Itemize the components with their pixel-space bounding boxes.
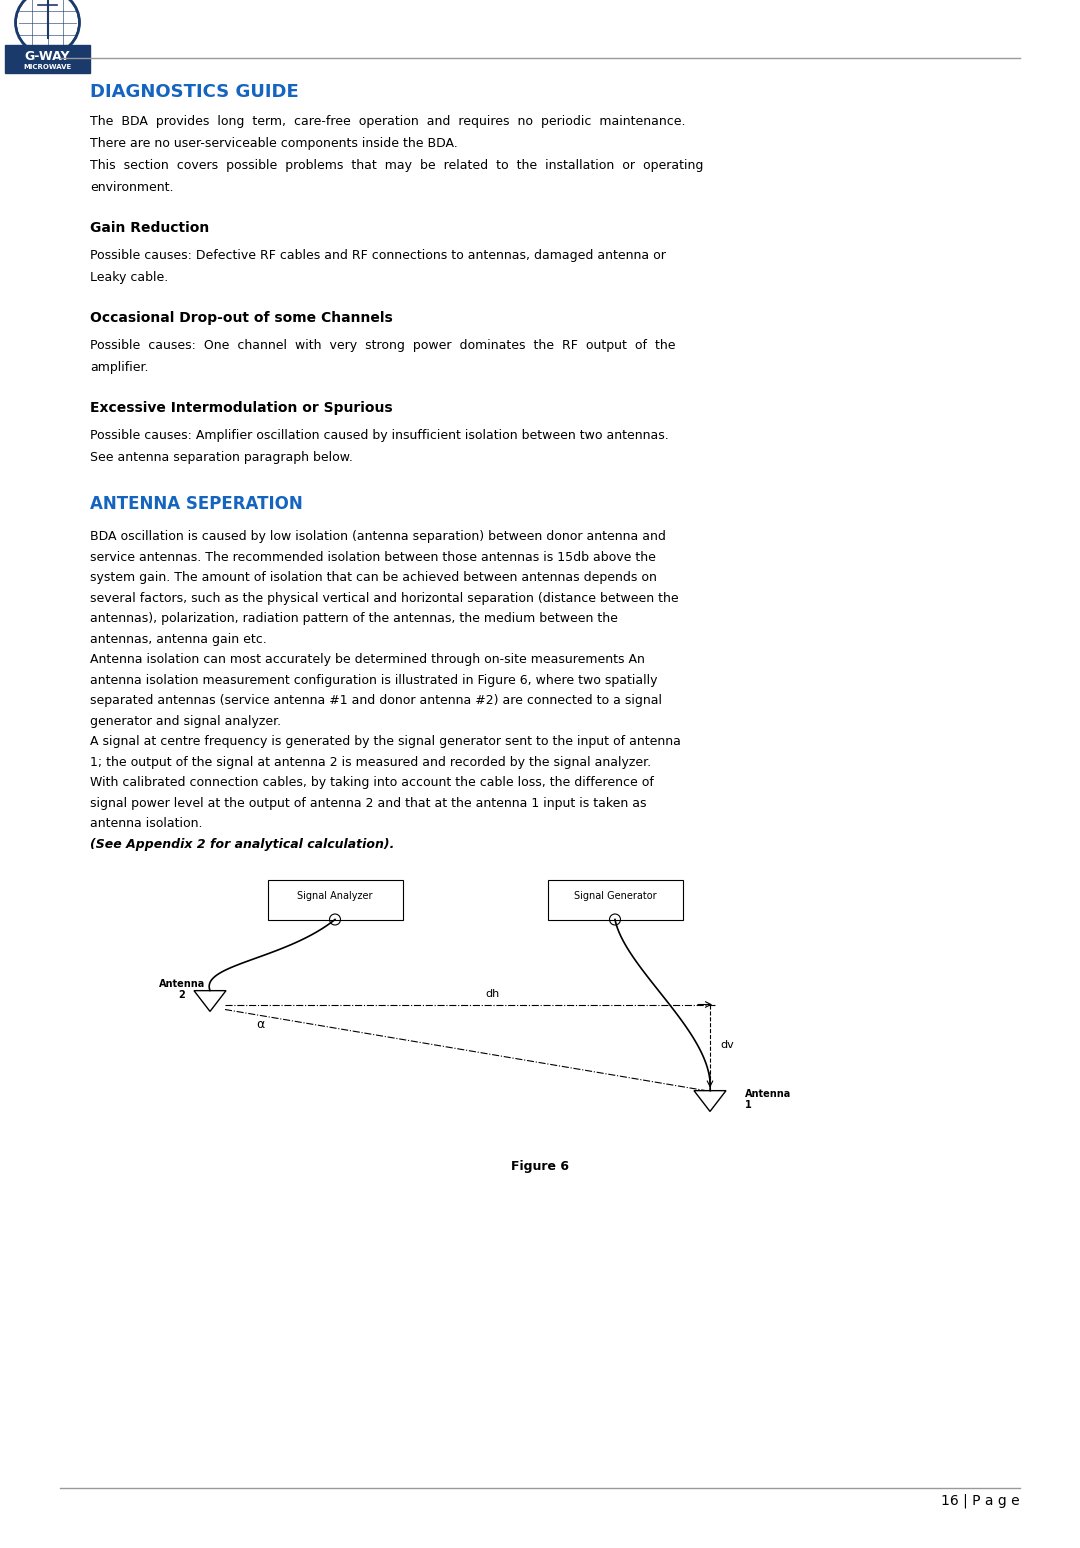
Circle shape [15, 0, 80, 54]
Text: Antenna
1: Antenna 1 [745, 1088, 792, 1110]
Text: generator and signal analyzer.: generator and signal analyzer. [90, 715, 281, 728]
Text: 16 | P a g e: 16 | P a g e [942, 1492, 1020, 1508]
Text: With calibrated connection cables, by taking into account the cable loss, the di: With calibrated connection cables, by ta… [90, 776, 653, 789]
Text: Gain Reduction: Gain Reduction [90, 221, 210, 235]
Text: DIAGNOSTICS GUIDE: DIAGNOSTICS GUIDE [90, 84, 299, 101]
Text: α: α [256, 1019, 265, 1031]
Text: A signal at centre frequency is generated by the signal generator sent to the in: A signal at centre frequency is generate… [90, 735, 680, 748]
Text: (See Appendix 2 for analytical calculation).: (See Appendix 2 for analytical calculati… [90, 837, 394, 850]
Text: Possible causes: Defective RF cables and RF connections to antennas, damaged ant: Possible causes: Defective RF cables and… [90, 249, 666, 262]
Text: separated antennas (service antenna #1 and donor antenna #2) are connected to a : separated antennas (service antenna #1 a… [90, 694, 662, 707]
Text: dh: dh [485, 989, 500, 998]
Text: G-WAY: G-WAY [25, 50, 70, 62]
Text: MICROWAVE: MICROWAVE [24, 63, 71, 70]
Text: Signal Generator: Signal Generator [573, 890, 657, 901]
Text: dv: dv [720, 1040, 733, 1050]
Text: antenna isolation.: antenna isolation. [90, 817, 203, 830]
Text: signal power level at the output of antenna 2 and that at the antenna 1 input is: signal power level at the output of ante… [90, 797, 647, 810]
Text: The  BDA  provides  long  term,  care-free  operation  and  requires  no  period: The BDA provides long term, care-free op… [90, 115, 686, 128]
Text: Possible causes: Amplifier oscillation caused by insufficient isolation between : Possible causes: Amplifier oscillation c… [90, 429, 669, 443]
Text: ANTENNA SEPERATION: ANTENNA SEPERATION [90, 495, 302, 512]
FancyBboxPatch shape [268, 879, 403, 920]
Text: Signal Analyzer: Signal Analyzer [297, 890, 373, 901]
Text: Possible  causes:  One  channel  with  very  strong  power  dominates  the  RF  : Possible causes: One channel with very s… [90, 339, 675, 351]
Text: Antenna
2: Antenna 2 [159, 978, 205, 1000]
Text: 1; the output of the signal at antenna 2 is measured and recorded by the signal : 1; the output of the signal at antenna 2… [90, 755, 651, 768]
FancyBboxPatch shape [548, 879, 683, 920]
Text: service antennas. The recommended isolation between those antennas is 15db above: service antennas. The recommended isolat… [90, 551, 656, 563]
Text: system gain. The amount of isolation that can be achieved between antennas depen: system gain. The amount of isolation tha… [90, 571, 657, 584]
Text: See antenna separation paragraph below.: See antenna separation paragraph below. [90, 450, 353, 464]
Text: Excessive Intermodulation or Spurious: Excessive Intermodulation or Spurious [90, 401, 393, 415]
Text: Occasional Drop-out of some Channels: Occasional Drop-out of some Channels [90, 311, 393, 325]
Text: BDA oscillation is caused by low isolation (antenna separation) between donor an: BDA oscillation is caused by low isolati… [90, 529, 666, 543]
Text: antenna isolation measurement configuration is illustrated in Figure 6, where tw: antenna isolation measurement configurat… [90, 673, 658, 686]
Circle shape [17, 0, 78, 53]
Text: antennas, antenna gain etc.: antennas, antenna gain etc. [90, 633, 267, 646]
Text: This  section  covers  possible  problems  that  may  be  related  to  the  inst: This section covers possible problems th… [90, 159, 703, 172]
Text: Figure 6: Figure 6 [511, 1159, 569, 1172]
Text: several factors, such as the physical vertical and horizontal separation (distan: several factors, such as the physical ve… [90, 591, 678, 605]
Text: There are no user-serviceable components inside the BDA.: There are no user-serviceable components… [90, 138, 458, 150]
Text: Antenna isolation can most accurately be determined through on-site measurements: Antenna isolation can most accurately be… [90, 653, 645, 666]
Text: environment.: environment. [90, 181, 174, 194]
Text: Leaky cable.: Leaky cable. [90, 271, 168, 283]
FancyBboxPatch shape [5, 45, 90, 73]
Text: antennas), polarization, radiation pattern of the antennas, the medium between t: antennas), polarization, radiation patte… [90, 611, 618, 625]
Text: amplifier.: amplifier. [90, 361, 149, 375]
